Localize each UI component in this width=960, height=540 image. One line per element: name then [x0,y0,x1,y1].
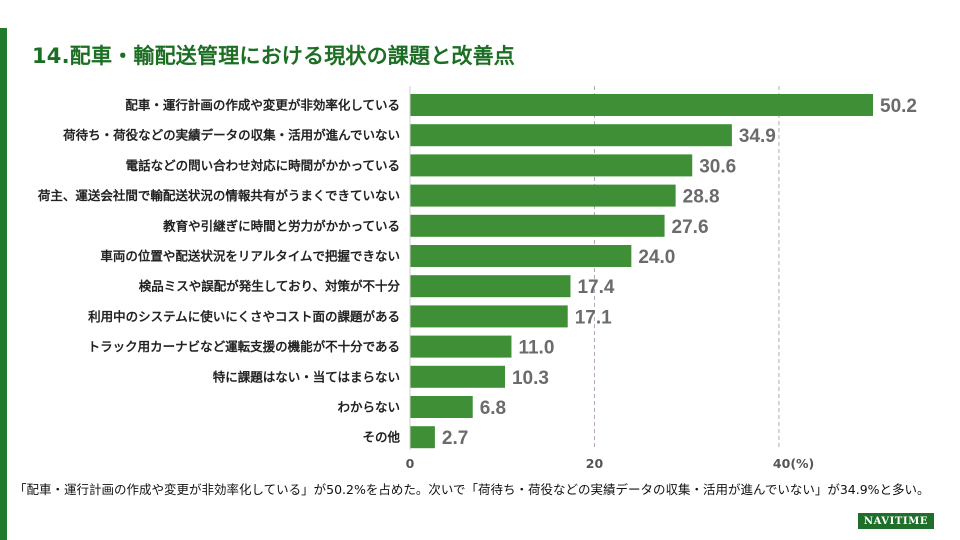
category-label: 荷待ち・荷役などの実績データの収集・活用が進んでいない [62,128,400,143]
bar-7 [410,275,571,298]
category-label: トラック用カーナビなど運転支援の機能が不十分である [88,339,400,354]
bar-6 [410,245,632,267]
bar-2 [410,124,732,147]
category-label: わからない [337,400,400,415]
bar-chart: 配車・運行計画の作成や変更が非効率化している 50.2 荷待ち・荷役などの実績データ… [37,86,917,471]
bar-4 [410,184,676,207]
bar-12 [410,426,435,449]
x-tick-label: 0 [406,456,415,471]
value-label: 27.6 [672,217,709,238]
bar-5 [410,214,665,237]
category-label: その他 [362,430,400,445]
x-tick-label: 40(%) [773,456,814,471]
value-label: 17.1 [575,307,612,328]
category-label: 配車・運行計画の作成や変更が非効率化している [125,98,400,113]
x-tick-label: 20 [586,456,604,471]
bar-8 [410,305,568,328]
value-label: 30.6 [699,156,736,177]
category-label: 利用中のシステムに使いにくさやコスト面の課題がある [88,309,400,324]
category-label: 荷主、運送会社間で輸配送状況の情報共有がうまくできていない [37,188,400,203]
category-label: 検品ミスや誤配が発生しており、対策が不十分 [139,279,401,294]
category-label: 教育や引継ぎに時間と労力がかかっている [162,218,400,233]
category-label: 電話などの問い合わせ対応に時間がかかっている [126,158,400,173]
navitime-logo: NAVITIME [858,513,934,529]
bar-11 [410,396,473,418]
caption-text: 「配車・運行計画の作成や変更が非効率化している」が50.2%を占めた。次いで「荷… [14,482,930,497]
value-label: 24.0 [638,247,675,268]
value-label: 34.9 [739,126,776,147]
category-label: 特に課題はない・当てはまらない [213,369,400,384]
value-label: 2.7 [442,428,468,449]
bar-9 [410,335,512,358]
value-label: 10.3 [512,368,549,389]
bar-1 [410,94,873,116]
bar-3 [410,154,693,177]
page-title: 14.配車・輸配送管理における現状の課題と改善点 [32,44,515,68]
value-label: 50.2 [880,96,917,117]
value-label: 17.4 [577,277,614,298]
brand-side-bar [0,28,7,540]
value-label: 28.8 [683,187,720,208]
category-label: 車両の位置や配送状況をリアルタイムで把握できない [100,249,400,264]
bar-10 [410,365,505,388]
value-label: 6.8 [480,398,506,419]
value-label: 11.0 [518,338,554,359]
